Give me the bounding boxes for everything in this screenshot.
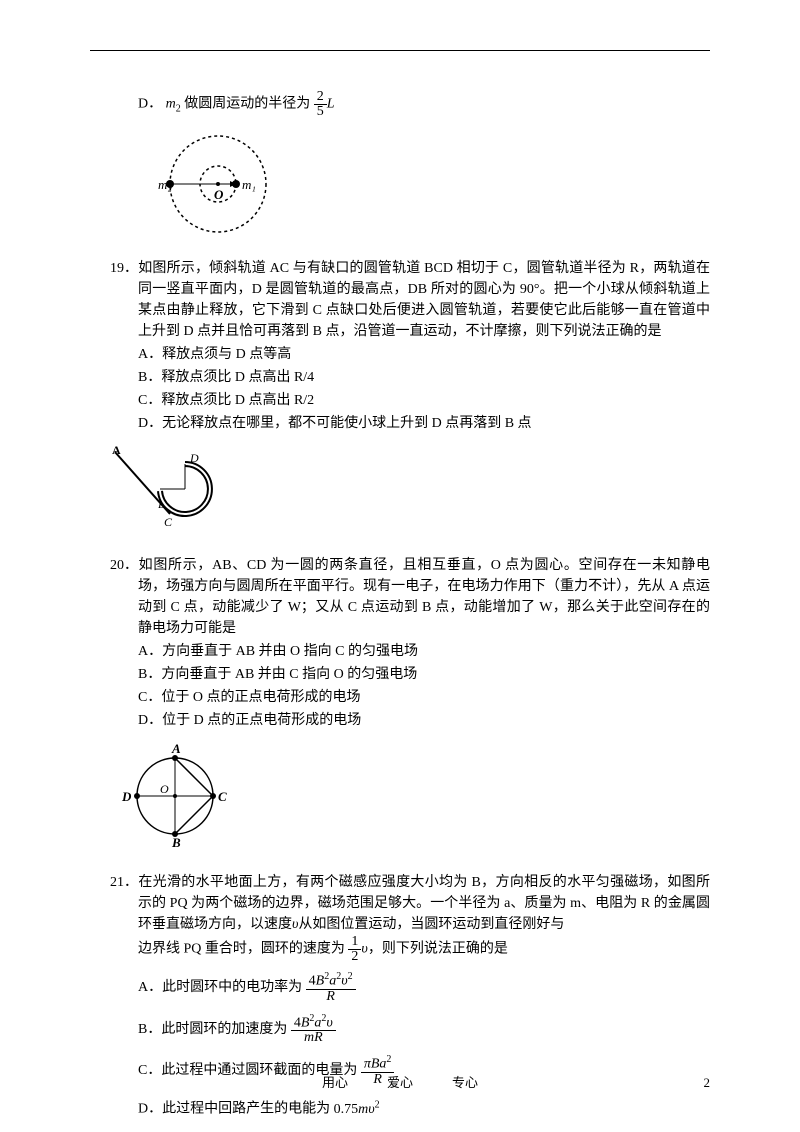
track-diagram: A C B D (110, 444, 260, 534)
q21-option-b: B．此时圆环的加速度为 4B2a2υ mR (90, 1014, 710, 1046)
A-label: A (171, 741, 181, 756)
q19: 19．如图所示，倾斜轨道 AC 与有缺口的圆管轨道 BCD 相切于 C，圆管轨道… (90, 258, 710, 541)
q19-figure: A C B D (110, 444, 710, 541)
page-number: 2 (704, 1073, 711, 1093)
q21-text2: 边界线 PQ 重合时，圆环的速度为 1 2 υ，则下列说法正确的是 (90, 935, 710, 964)
q20-option-c: C．位于 O 点的正点电荷形成的电场 (90, 687, 710, 708)
q21-text: 21．在光滑的水平地面上方，有两个磁感应强度大小均为 B，方向相反的水平匀强磁场… (90, 872, 710, 935)
frac-num: 2 (314, 90, 327, 105)
num: πBa2 (361, 1055, 395, 1073)
q20-option-a: A．方向垂直于 AB 并由 O 指向 C 的匀强电场 (90, 641, 710, 662)
A-label: A (112, 444, 121, 457)
label: D． (138, 1102, 162, 1117)
L-var: L (327, 97, 335, 112)
orbit-diagram: m₂ m₁ O (138, 129, 298, 239)
q20-option-b: B．方向垂直于 AB 并由 C 指向 O 的匀强电场 (90, 664, 710, 685)
half-frac: 1 2 (348, 935, 361, 964)
den: R (306, 990, 356, 1004)
option-label: D． (138, 97, 162, 112)
q19-text: 19．如图所示，倾斜轨道 AC 与有缺口的圆管轨道 BCD 相切于 C，圆管轨道… (90, 258, 710, 342)
q19-option-d: D．无论释放点在哪里，都不可能使小球上升到 D 点再落到 B 点 (90, 413, 710, 434)
q21-option-d: D．此过程中回路产生的电能为 0.75mυ2 (90, 1097, 710, 1120)
B-label: B (171, 835, 181, 850)
m2-var: m (166, 97, 176, 112)
den: mR (291, 1031, 336, 1045)
q20-text: 20．如图所示，AB、CD 为一圆的两条直径，且相互垂直，O 点为圆心。空间存在… (90, 555, 710, 639)
formula-d: 0.75mυ2 (334, 1102, 380, 1117)
label: B． (138, 1022, 161, 1037)
m1-label: m₁ (242, 177, 256, 192)
q19-body: 如图所示，倾斜轨道 AC 与有缺口的圆管轨道 BCD 相切于 C，圆管轨道半径为… (138, 261, 710, 339)
q19-option-b: B．释放点须比 D 点高出 R/4 (90, 367, 710, 388)
num: 4B2a2υ (291, 1014, 336, 1032)
q19-option-c: C．释放点须比 D 点高出 R/2 (90, 390, 710, 411)
text: 此时圆环的加速度为 (161, 1022, 287, 1037)
q20-option-d: D．位于 D 点的正点电荷形成的电场 (90, 710, 710, 731)
D-label: D (189, 451, 199, 465)
q21-option-a: A．此时圆环中的电功率为 4B2a2υ2 R (90, 972, 710, 1004)
half-den: 2 (348, 950, 361, 964)
fraction-2-5: 2 5 (314, 90, 327, 119)
m2-label: m₂ (158, 177, 172, 192)
q18-option-d: D． m2 做圆周运动的半径为 2 5 L (90, 90, 710, 119)
text: 此时圆环中的电功率为 (162, 980, 302, 995)
C-label: C (164, 515, 173, 529)
frac-b: 4B2a2υ mR (291, 1014, 336, 1046)
text: 此过程中回路产生的电能为 (162, 1102, 330, 1117)
circle-diagram: A B C D O (120, 741, 240, 851)
num: 4B2a2υ2 (306, 972, 356, 990)
frac-a: 4B2a2υ2 R (306, 972, 356, 1004)
q20: 20．如图所示，AB、CD 为一圆的两条直径，且相互垂直，O 点为圆心。空间存在… (90, 555, 710, 858)
q19-num: 19． (110, 258, 138, 279)
page-top-border (90, 50, 710, 51)
O-label: O (214, 187, 224, 202)
q21-p2: 从如图位置运动，当圆环运动到直径刚好与 (298, 917, 564, 932)
q18-figure: m₂ m₁ O (138, 129, 710, 246)
C-label: C (218, 789, 227, 804)
footer: 用心 爱心 专心 (0, 1073, 800, 1093)
option-text: 做圆周运动的半径为 (184, 97, 310, 112)
q20-num: 20． (110, 555, 138, 576)
q20-body: 如图所示，AB、CD 为一圆的两条直径，且相互垂直，O 点为圆心。空间存在一未知… (138, 558, 710, 636)
D-label: D (121, 789, 132, 804)
q19-option-a: A．释放点须与 D 点等高 (90, 344, 710, 365)
q21-p3: 边界线 PQ 重合时，圆环的速度为 (138, 942, 345, 957)
frac-den: 5 (314, 105, 327, 119)
q21-p4: ，则下列说法正确的是 (368, 942, 508, 957)
q21-num: 21． (110, 872, 138, 893)
O-label: O (160, 782, 169, 796)
q20-figure: A B C D O (120, 741, 710, 858)
page-content: D． m2 做圆周运动的半径为 2 5 L m₂ m₁ O 19．如图所示，倾斜… (90, 90, 710, 1120)
label: A． (138, 980, 162, 995)
m2-sub: 2 (176, 104, 181, 115)
half-num: 1 (348, 935, 361, 950)
